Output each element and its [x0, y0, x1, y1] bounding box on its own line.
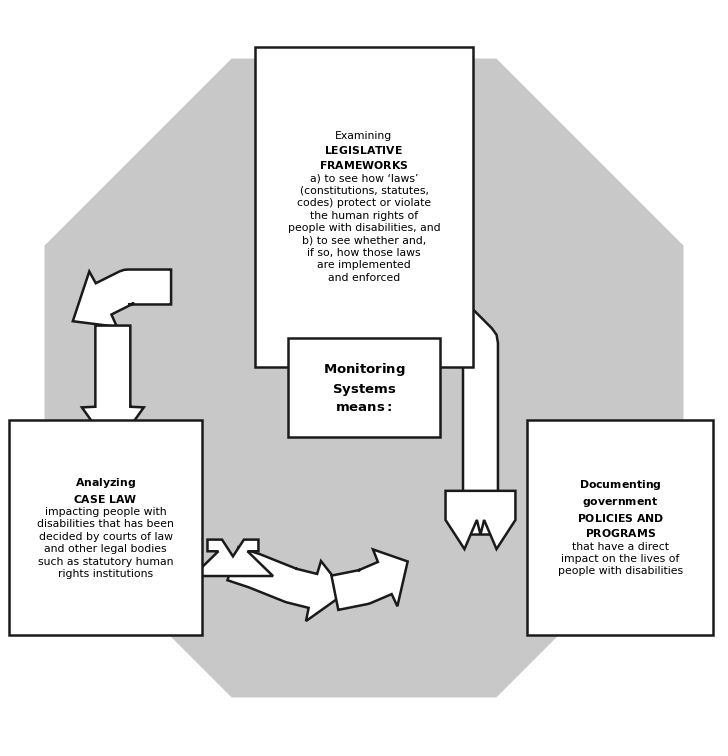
Polygon shape [331, 550, 408, 610]
Polygon shape [82, 326, 144, 451]
Text: $\bf{Documenting}$
$\bf{government}$
$\bf{POLICIES\ AND}$
$\bf{PROGRAMS}$
that h: $\bf{Documenting}$ $\bf{government}$ $\b… [558, 478, 683, 576]
Polygon shape [193, 540, 273, 576]
FancyBboxPatch shape [255, 47, 473, 367]
FancyBboxPatch shape [9, 420, 202, 634]
Text: $\bf{Monitoring}$
$\bf{Systems}$
$\bf{means:}$: $\bf{Monitoring}$ $\bf{Systems}$ $\bf{me… [323, 361, 405, 414]
Polygon shape [375, 282, 498, 534]
Text: Examining
$\bf{LEGISLATIVE}$
$\bf{FRAMEWORKS}$
a) to see how ‘laws’
(constitutio: Examining $\bf{LEGISLATIVE}$ $\bf{FRAMEW… [288, 131, 440, 283]
Polygon shape [73, 270, 171, 327]
FancyBboxPatch shape [527, 420, 713, 634]
Polygon shape [44, 58, 684, 698]
Text: $\bf{Analyzing}$
$\bf{CASE\ LAW}$
impacting people with
disabilities that has be: $\bf{Analyzing}$ $\bf{CASE\ LAW}$ impact… [37, 476, 174, 579]
Polygon shape [446, 491, 515, 549]
Polygon shape [227, 547, 346, 621]
FancyBboxPatch shape [288, 339, 440, 437]
